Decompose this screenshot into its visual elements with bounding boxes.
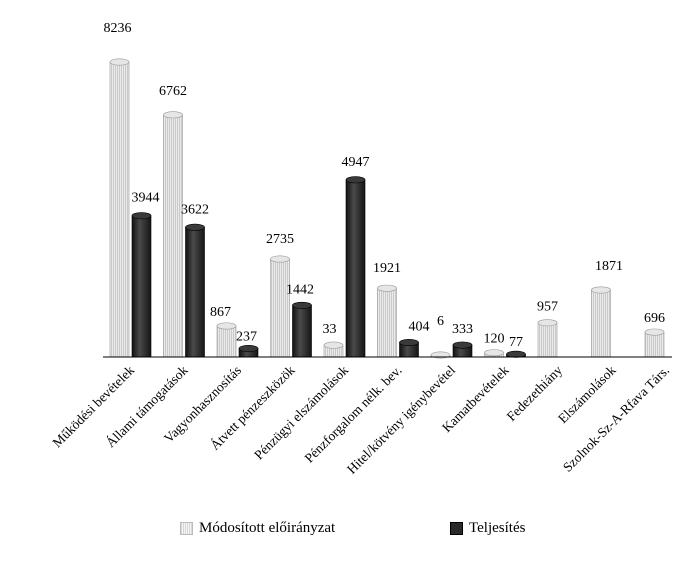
bar-modositott-atvett-penzeszkozok xyxy=(270,255,290,358)
data-label-teljesites-kamatbevetelek: 77 xyxy=(509,335,523,350)
legend: Módosított előirányzat Teljesítés xyxy=(0,520,681,550)
data-label-modositott-fedezethiany: 957 xyxy=(537,300,558,315)
bar-modositott-penzforgalom-nelk-bev xyxy=(377,284,397,358)
data-label-modositott-vagyonhasznositas: 867 xyxy=(210,305,231,320)
x-tick-label-penzforgalom-nelk-bev: Pénzforgalom nélk. bev. xyxy=(301,363,404,466)
legend-label-modositott: Módosított előirányzat xyxy=(199,520,336,536)
bar-modositott-szolnok-sz-a-rfava-tars xyxy=(644,328,665,358)
data-label-teljesites-atvett-penzeszkozok: 1442 xyxy=(286,282,314,297)
bar-teljesites-vagyonhasznositas xyxy=(238,345,259,358)
data-label-teljesites-penzugyi-elszamolasok: 4947 xyxy=(342,155,370,170)
data-label-modositott-allami-tamogatasok: 6762 xyxy=(159,84,187,99)
bar-modositott-elszamolasok xyxy=(591,286,611,358)
bar-teljesites-atvett-penzeszkozok xyxy=(292,301,312,358)
legend-swatch-light xyxy=(180,522,193,535)
legend-label-teljesites: Teljesítés xyxy=(469,520,526,536)
bar-teljesites-penzforgalom-nelk-bev xyxy=(399,339,419,358)
data-label-teljesites-vagyonhasznositas: 237 xyxy=(236,330,257,345)
data-label-modositott-penzforgalom-nelk-bev: 1921 xyxy=(373,261,401,276)
bars-layer xyxy=(109,58,665,359)
data-label-modositott-mukodesi-bevetelek: 8236 xyxy=(104,21,132,36)
x-tick-label-szolnok-sz-a-rfava-tars: Szolnok-Sz-A-Rfava Társ. xyxy=(560,363,672,475)
x-tick-label-hitel-kotveny-igenybevetel: Hitel/kötvény igénybevétel xyxy=(344,362,458,476)
bar-modositott-kamatbevetelek xyxy=(484,349,504,358)
bar-modositott-fedezethiany xyxy=(537,319,558,358)
data-label-modositott-szolnok-sz-a-rfava-tars: 696 xyxy=(644,311,665,326)
x-tick-label-penzugyi-elszamolasok: Pénzügyi elszámolások xyxy=(251,362,351,462)
bar-teljesites-hitel-kotveny-igenybevetel xyxy=(452,341,473,358)
bar-modositott-mukodesi-bevetelek xyxy=(109,58,130,358)
legend-item-teljesites: Teljesítés xyxy=(450,520,525,537)
data-label-modositott-penzugyi-elszamolasok: 33 xyxy=(323,322,337,337)
data-label-modositott-elszamolasok: 1871 xyxy=(595,259,623,274)
bar-modositott-allami-tamogatasok xyxy=(163,111,183,358)
bar-teljesites-penzugyi-elszamolasok xyxy=(345,176,366,358)
data-label-teljesites-mukodesi-bevetelek: 3944 xyxy=(132,191,160,206)
data-label-modositott-atvett-penzeszkozok: 2735 xyxy=(266,232,294,247)
bar-modositott-penzugyi-elszamolasok xyxy=(323,341,344,358)
legend-swatch-dark xyxy=(450,522,463,535)
data-labels-layer: 8236 3944 6762 3622 867 237 2735 1442 33 4947 1921… xyxy=(104,21,666,350)
bar-teljesites-kamatbevetelek xyxy=(506,350,526,358)
data-label-teljesites-hitel-kotveny-igenybevetel: 333 xyxy=(452,322,473,337)
data-label-teljesites-penzforgalom-nelk-bev: 404 xyxy=(409,320,430,335)
data-label-teljesites-allami-tamogatasok: 3622 xyxy=(181,202,209,217)
bar-teljesites-allami-tamogatasok xyxy=(185,223,205,358)
data-label-modositott-hitel-kotveny-igenybevetel: 6 xyxy=(437,314,444,329)
data-label-modositott-kamatbevetelek: 120 xyxy=(484,332,505,347)
legend-item-modositott: Módosított előirányzat xyxy=(180,520,335,537)
bar-teljesites-mukodesi-bevetelek xyxy=(131,212,152,358)
bar-modositott-vagyonhasznositas xyxy=(216,322,237,358)
